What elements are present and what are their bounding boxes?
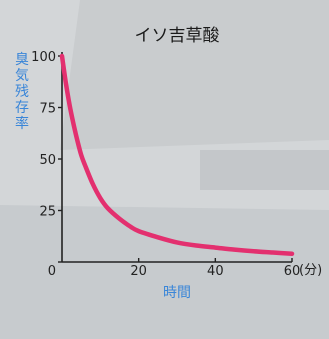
x-tick-label: 40 xyxy=(207,264,224,279)
y-tick-label: 0 xyxy=(48,264,56,279)
y-axis-label-char: 気 xyxy=(15,68,29,84)
y-axis-label-char: 率 xyxy=(15,115,29,132)
y-axis-label-char: 残 xyxy=(15,84,29,100)
y-tick-label: 75 xyxy=(39,102,56,117)
background-lower xyxy=(0,205,329,339)
series-line xyxy=(59,53,295,257)
x-axis-ticks: 0 20 40 60 xyxy=(48,258,301,279)
chart-title: イソ吉草酸 xyxy=(135,26,220,46)
x-axis-label: 時間 xyxy=(163,285,191,301)
background-box xyxy=(200,150,329,190)
x-tick-label: 0 xyxy=(48,264,56,279)
background-band xyxy=(60,0,329,150)
y-axis-label-char: 存 xyxy=(15,100,29,116)
y-axis-ticks: 0 25 50 75 100 xyxy=(31,50,62,279)
y-tick-label: 50 xyxy=(39,153,56,168)
x-tick-label: 20 xyxy=(130,264,147,279)
x-axis-unit: (分) xyxy=(299,263,322,278)
x-tick-label: 60 xyxy=(284,264,301,279)
y-tick-label: 100 xyxy=(31,50,56,65)
y-tick-label: 25 xyxy=(39,205,56,220)
y-axis-label-char: 臭 xyxy=(15,52,29,68)
